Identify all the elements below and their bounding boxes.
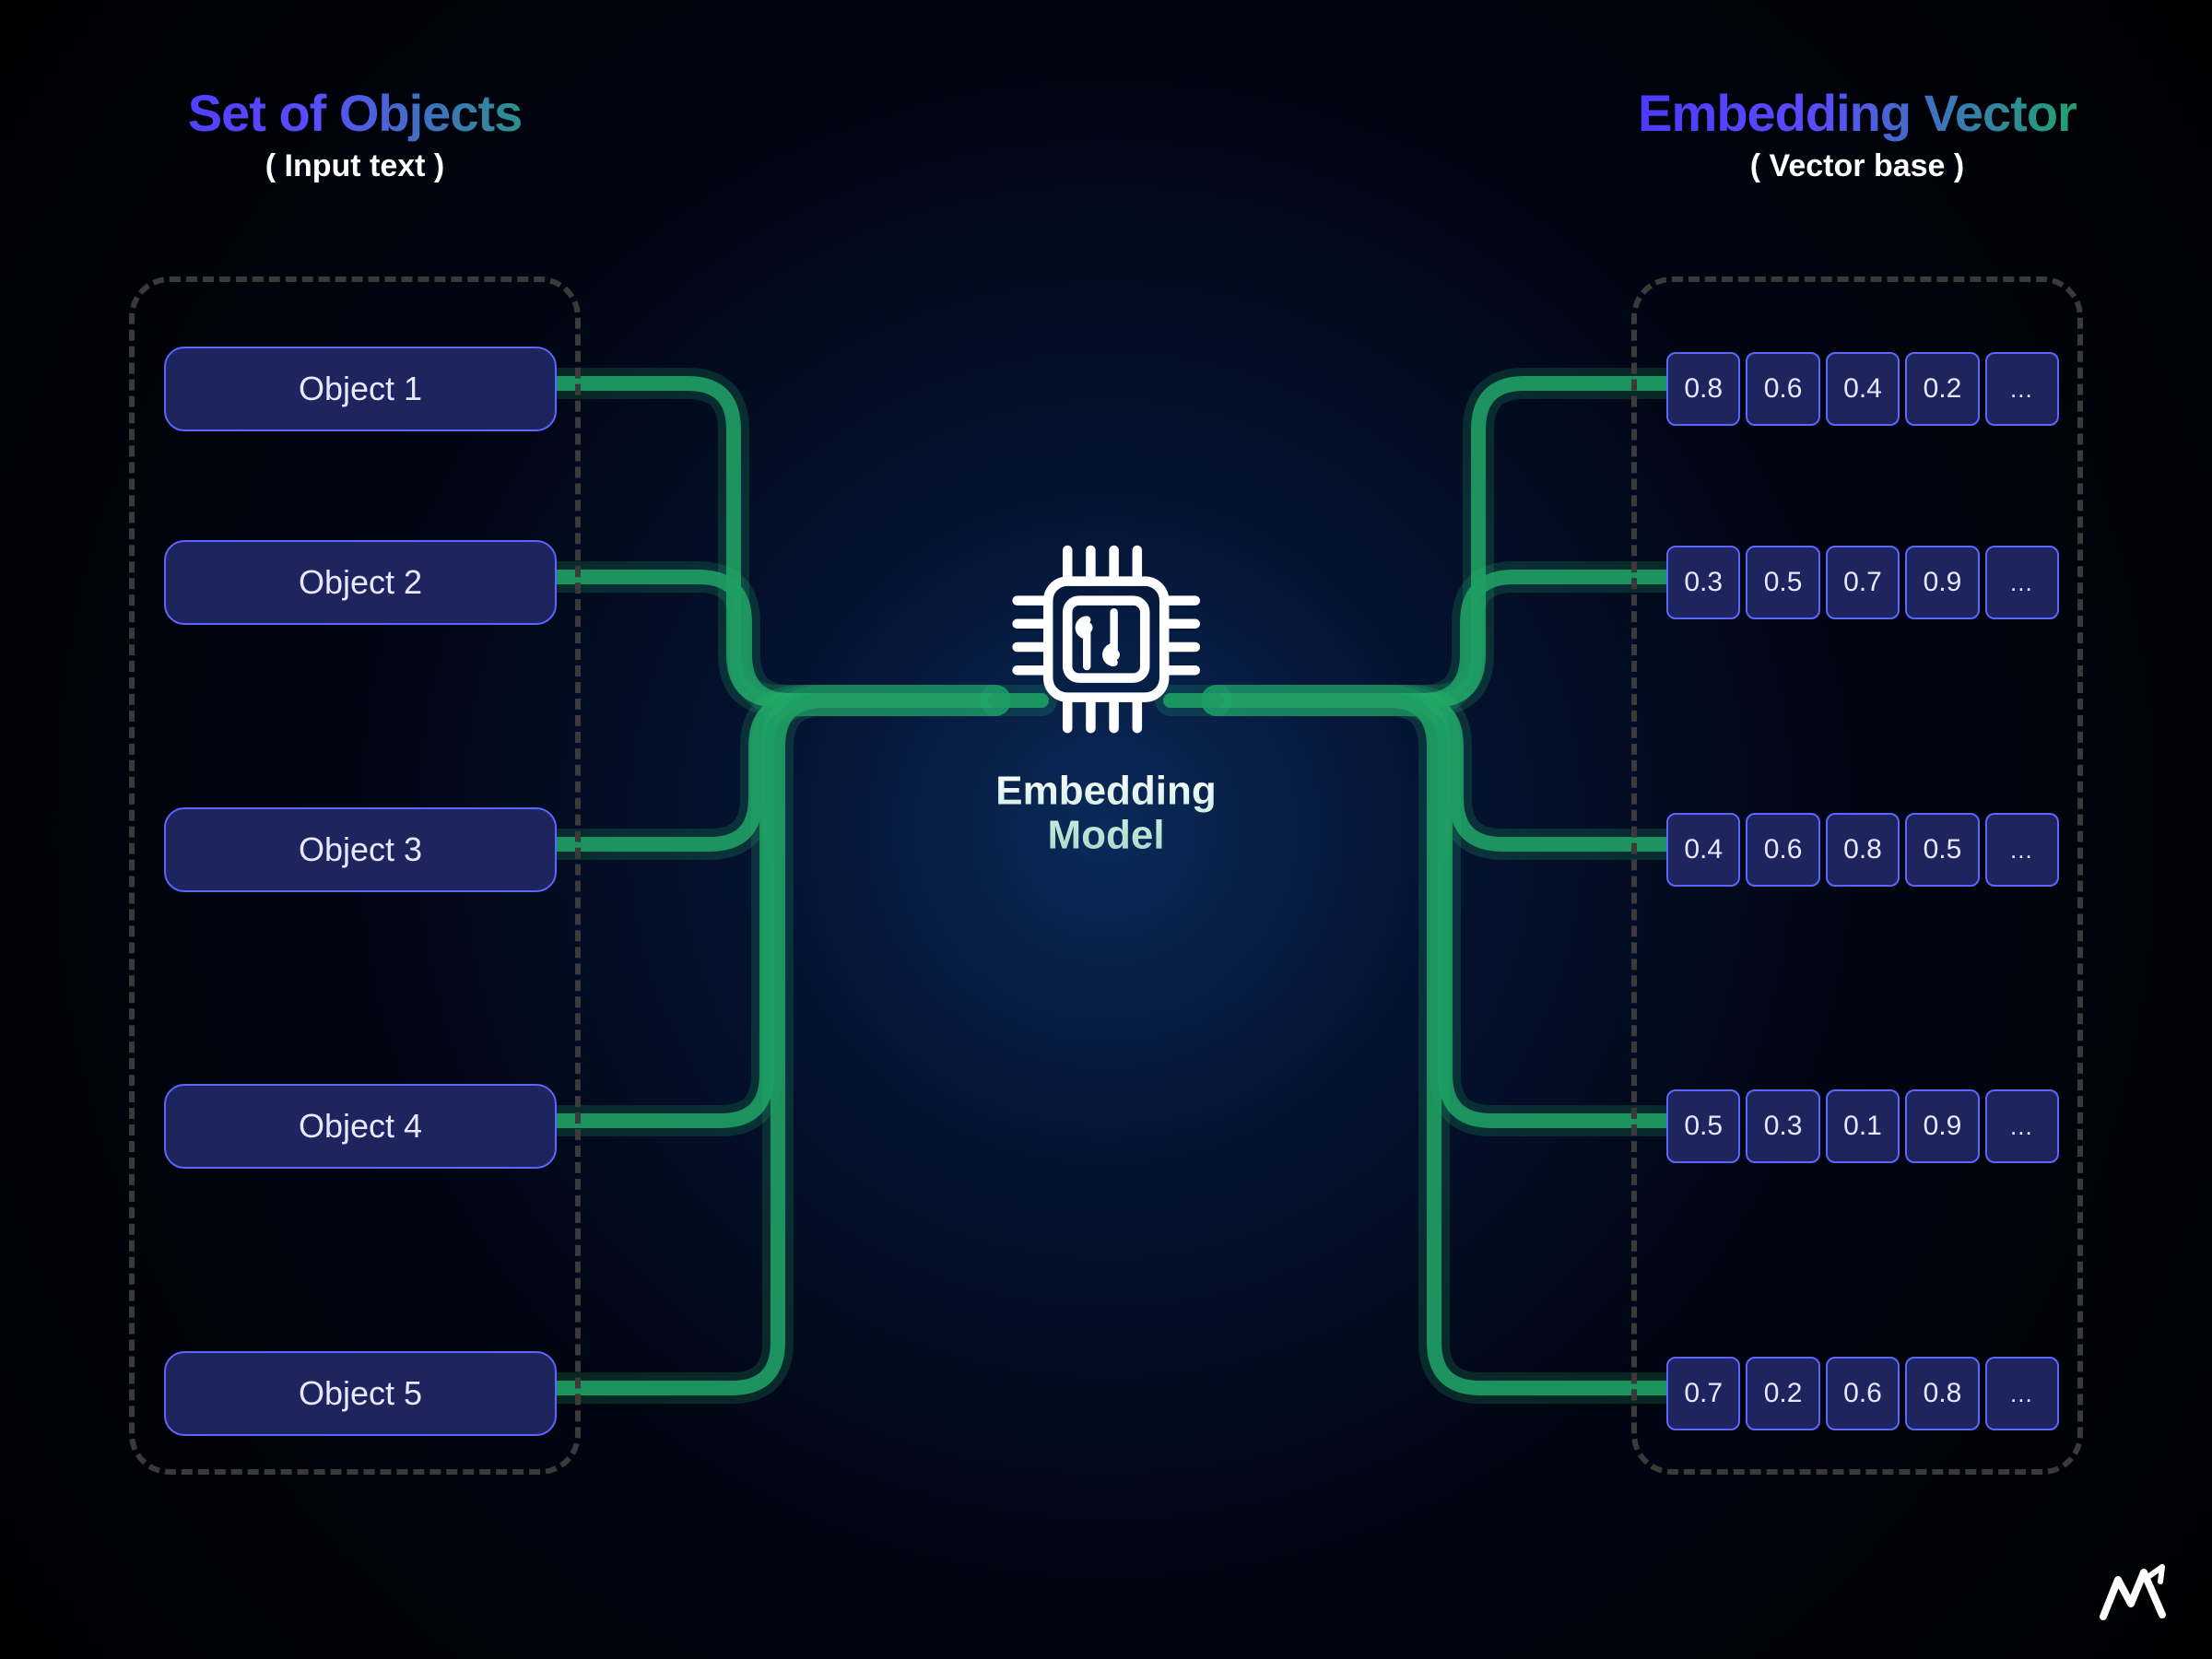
vector-cell: 0.9 xyxy=(1905,546,1979,619)
vector-cell: 0.7 xyxy=(1826,546,1900,619)
vector-cell-ellipsis: … xyxy=(1985,546,2059,619)
vector-cell: 0.8 xyxy=(1905,1357,1979,1430)
brand-logo-icon xyxy=(2100,1561,2168,1622)
right-subtitle: ( Vector base ) xyxy=(1631,148,2083,184)
left-subtitle: ( Input text ) xyxy=(129,148,581,184)
vector-cell: 0.6 xyxy=(1746,813,1819,887)
vector-cell: 0.1 xyxy=(1826,1089,1900,1163)
vector-cell: 0.5 xyxy=(1905,813,1979,887)
vector-cell: 0.3 xyxy=(1666,546,1740,619)
vector-cell: 0.8 xyxy=(1826,813,1900,887)
vector-cell: 0.8 xyxy=(1666,352,1740,426)
chip-icon xyxy=(1009,543,1203,736)
vector-row: 0.80.60.40.2… xyxy=(1666,352,2059,426)
vector-cell-ellipsis: … xyxy=(1985,1089,2059,1163)
right-title: Embedding Vector xyxy=(1631,83,2083,143)
vector-cell: 0.7 xyxy=(1666,1357,1740,1430)
chip-label: Embedding Model xyxy=(995,770,1217,859)
vector-cell-ellipsis: … xyxy=(1985,352,2059,426)
vector-cell: 0.2 xyxy=(1746,1357,1819,1430)
vector-cell-ellipsis: … xyxy=(1985,1357,2059,1430)
right-header: Embedding Vector ( Vector base ) xyxy=(1631,83,2083,184)
vector-cell: 0.9 xyxy=(1905,1089,1979,1163)
vector-cell: 0.4 xyxy=(1826,352,1900,426)
vector-cell: 0.6 xyxy=(1826,1357,1900,1430)
vector-cell: 0.2 xyxy=(1905,352,1979,426)
object-node: Object 5 xyxy=(164,1351,557,1436)
left-header: Set of Objects ( Input text ) xyxy=(129,83,581,184)
left-title: Set of Objects xyxy=(129,83,581,143)
object-node: Object 4 xyxy=(164,1084,557,1169)
vector-cell: 0.5 xyxy=(1746,546,1819,619)
vector-cell: 0.4 xyxy=(1666,813,1740,887)
vector-row: 0.30.50.70.9… xyxy=(1666,546,2059,619)
vector-cell: 0.3 xyxy=(1746,1089,1819,1163)
vector-row: 0.50.30.10.9… xyxy=(1666,1089,2059,1163)
vector-row: 0.40.60.80.5… xyxy=(1666,813,2059,887)
vector-cell: 0.6 xyxy=(1746,352,1819,426)
embedding-model-node: Embedding Model xyxy=(995,543,1217,859)
object-node: Object 1 xyxy=(164,347,557,431)
right-panel: 0.80.60.40.2…0.30.50.70.9…0.40.60.80.5…0… xyxy=(1631,276,2083,1475)
vector-cell-ellipsis: … xyxy=(1985,813,2059,887)
vector-cell: 0.5 xyxy=(1666,1089,1740,1163)
object-node: Object 2 xyxy=(164,540,557,625)
vector-row: 0.70.20.60.8… xyxy=(1666,1357,2059,1430)
left-panel: Object 1 Object 2 Object 3 Object 4 Object 5 xyxy=(129,276,581,1475)
object-node: Object 3 xyxy=(164,807,557,892)
